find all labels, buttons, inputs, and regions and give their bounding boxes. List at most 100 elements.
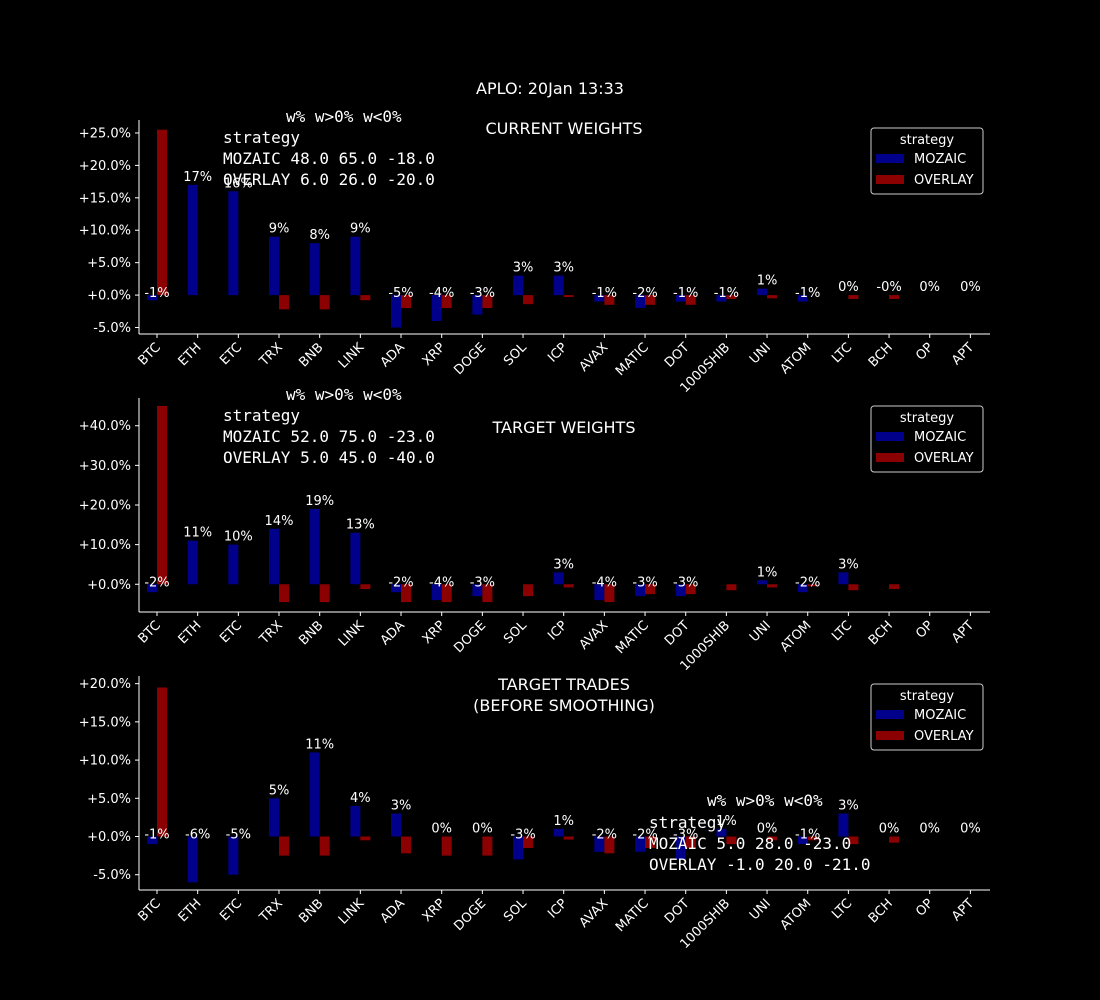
legend-label-overlay: OVERLAY [914,729,974,744]
bar-mozaic-xrp [431,584,442,601]
legend-swatch-mozaic [876,710,904,719]
summary-table-row: OVERLAY 5.0 45.0 -40.0 [223,448,435,467]
figure-suptitle: APLO: 20Jan 13:33 [476,79,624,98]
data-label-etc: 16% [224,176,253,191]
bar-overlay-btc [157,405,167,585]
bar-mozaic-uni [757,288,768,296]
x-tick-label-avax: AVAX [577,340,612,375]
bar-mozaic-trx [269,236,280,296]
summary-table-header: w% w>0% w<0% [286,107,402,126]
bar-overlay-sol [523,295,534,305]
bar-mozaic-uni [757,580,768,585]
data-label-uni: 1% [757,274,778,289]
bar-mozaic-icp [553,828,564,837]
legend-label-overlay: OVERLAY [914,173,974,188]
data-label-dot: -3% [673,575,698,590]
x-tick-label-eth: ETH [176,618,205,647]
data-label-ltc: 3% [838,557,859,572]
bar-overlay-atom [807,836,818,841]
data-label-xrp: -4% [429,286,454,301]
data-label-doge: 0% [472,822,493,837]
data-label-ada: -5% [388,286,413,301]
x-tick-label-uni: UNI [747,340,774,367]
x-tick-label-doge: DOGE [451,340,489,378]
x-tick-label-uni: UNI [747,896,774,923]
y-tick-label: +20.0% [79,499,131,514]
x-tick-label-icp: ICP [545,618,570,643]
y-tick-label: +40.0% [79,419,131,434]
bar-overlay-xrp [441,836,452,856]
x-tick-label-etc: ETC [217,340,245,368]
y-tick-label: +20.0% [79,159,131,174]
x-tick-label-eth: ETH [176,896,205,925]
bar-overlay-bch [889,836,900,843]
data-label-icp: 3% [553,261,574,276]
summary-table-row: MOZAIC 48.0 65.0 -18.0 [223,149,435,168]
panel-title: CURRENT WEIGHTS [485,119,642,138]
legend-swatch-overlay [876,175,904,184]
data-label-op: 0% [919,822,940,837]
legend: strategy MOZAIC OVERLAY [870,683,984,751]
bar-mozaic-matic [635,295,646,309]
bar-overlay-matic [645,584,656,595]
bar-mozaic-matic [635,584,646,597]
legend-swatch-overlay [876,453,904,462]
legend-title: strategy [900,411,955,426]
x-tick-label-link: LINK [336,340,368,372]
x-tick-label-bnb: BNB [296,618,326,648]
data-label-bnb: 19% [305,494,334,509]
y-tick-label: +10.0% [79,538,131,553]
bar-mozaic-eth [187,540,198,585]
bar-overlay-sol [523,584,534,597]
chart-panel-1: -1% 17% 16% 9% 8% 9% -5% -4% -3% 3% 3% -1% -2% -1% -1%… [79,107,990,396]
y-tick-label: +20.0% [79,677,131,692]
data-label-avax: -4% [592,575,617,590]
x-tick-label-dot: DOT [662,896,693,927]
legend: strategy MOZAIC OVERLAY [870,405,984,473]
bar-mozaic-btc [147,584,157,593]
legend-label-mozaic: MOZAIC [914,708,966,723]
bar-overlay-btc [157,687,167,837]
bar-mozaic-etc [228,836,239,875]
bar-mozaic-link [350,805,361,837]
x-tick-label-avax: AVAX [577,896,612,931]
data-label-uni: 1% [757,565,778,580]
bar-overlay-dot [685,295,696,305]
data-label-sol: 3% [513,261,534,276]
bar-mozaic-avax [594,836,605,852]
bar-mozaic-xrp [431,295,442,322]
bar-mozaic-doge [472,295,483,315]
x-tick-label-sol: SOL [501,896,530,925]
x-tick-label-bnb: BNB [296,896,326,926]
x-tick-label-link: LINK [336,896,368,928]
x-tick-label-ltc: LTC [829,340,855,366]
data-label-matic: -3% [632,575,657,590]
x-tick-label-op: OP [913,618,936,641]
bar-overlay-bnb [319,295,330,310]
data-label-atom: -1% [795,286,820,301]
bar-overlay-ada [401,836,412,854]
data-label-etc: 10% [224,530,253,545]
bar-mozaic-sol [513,275,524,296]
bar-overlay-doge [482,584,493,603]
chart-panel-3: -1% -6% -5% 5% 11% 4% 3% 0% 0% -3% 1% -2% -2% -3% 1% 0%… [79,675,990,952]
data-label-trx: 14% [265,514,294,529]
x-tick-label-dot: DOT [662,340,693,371]
data-label-op: 0% [919,280,940,295]
data-label-doge: -3% [470,286,495,301]
bar-overlay-xrp [441,584,452,603]
bar-mozaic-ada [391,584,402,593]
bar-mozaic-1000shib [716,295,727,302]
x-tick-label-ada: ADA [378,896,408,926]
bar-overlay-matic [645,836,656,848]
bar-overlay-icp [563,584,574,588]
x-tick-label-etc: ETC [217,896,245,924]
bar-overlay-bnb [319,584,330,603]
bar-overlay-link [360,584,371,590]
data-label-eth: 17% [183,170,212,185]
y-tick-label: -5.0% [93,868,131,883]
bar-mozaic-avax [594,295,605,302]
bar-overlay-trx [279,295,290,310]
data-label-icp: 1% [553,814,574,829]
data-label-matic: -2% [632,828,657,843]
